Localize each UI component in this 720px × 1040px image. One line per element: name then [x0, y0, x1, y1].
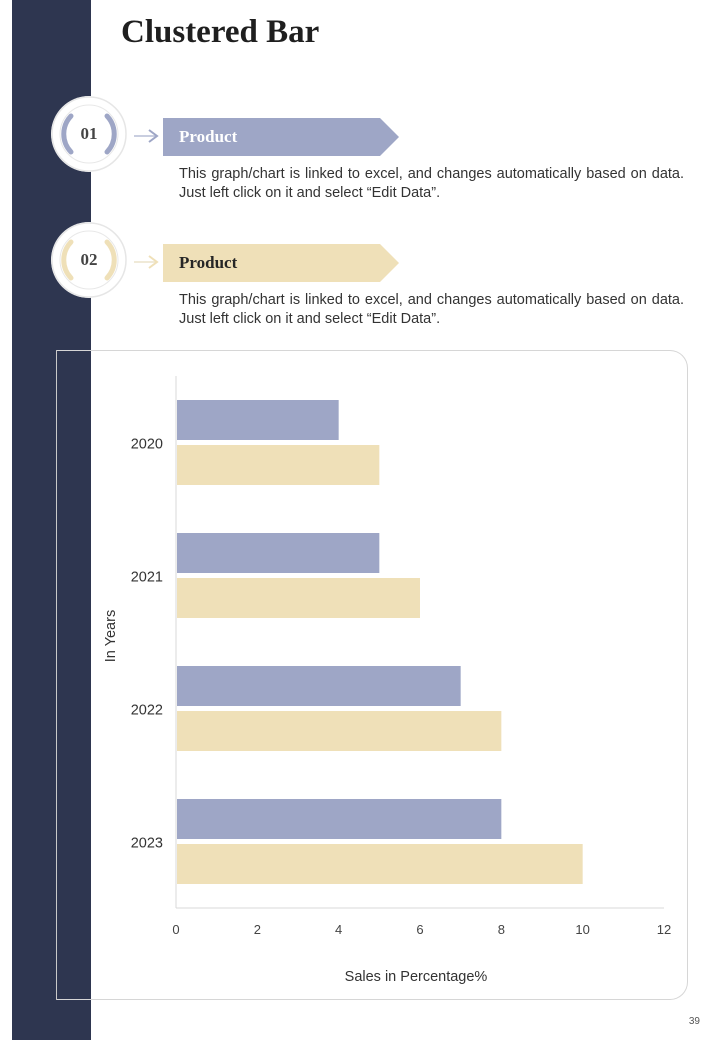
y-tick-label: 2020 — [131, 437, 163, 453]
banner-shape — [163, 118, 399, 156]
page-number: 39 — [688, 1016, 700, 1027]
number-badge-01: 01 — [49, 94, 129, 174]
banner-label: Product — [179, 127, 238, 146]
bar-2022-series-2 — [177, 711, 502, 751]
bar-2020-series-2 — [177, 445, 380, 485]
badge-ring-icon — [51, 222, 127, 298]
x-tick-label: 6 — [416, 922, 423, 937]
sidebar-bar — [12, 0, 91, 1040]
x-axis-title: Sales in Percentage% — [345, 969, 488, 985]
x-tick-label: 10 — [575, 922, 589, 937]
x-tick-label: 2 — [254, 922, 261, 937]
banner-shape — [163, 244, 399, 282]
product-banner-01: Product — [163, 118, 403, 156]
bar-2021-series-1 — [177, 533, 380, 573]
badge-number: 01 — [80, 124, 98, 143]
chart-frame — [56, 350, 688, 1000]
y-tick-label: 2022 — [131, 703, 163, 719]
x-tick-label: 4 — [335, 922, 342, 937]
x-tick-label: 0 — [172, 922, 179, 937]
badge-number: 02 — [80, 250, 98, 269]
x-tick-label: 12 — [657, 922, 671, 937]
item-description: This graph/chart is linked to excel, and… — [179, 166, 684, 201]
bar-2022-series-1 — [177, 666, 461, 706]
page-title: Clustered Bar — [121, 14, 320, 50]
badge-ring-icon — [51, 96, 127, 172]
banner-label: Product — [179, 253, 238, 272]
arrow-connector-icon — [134, 255, 159, 269]
number-badge-02: 02 — [49, 220, 129, 300]
y-axis-title: In Years — [103, 610, 119, 662]
y-tick-label: 2021 — [131, 570, 163, 586]
bar-2023-series-1 — [177, 799, 502, 839]
bar-2021-series-2 — [177, 578, 420, 618]
y-tick-label: 2023 — [131, 836, 163, 852]
bar-2020-series-1 — [177, 400, 339, 440]
bar-2023-series-2 — [177, 844, 583, 884]
item-description: This graph/chart is linked to excel, and… — [179, 292, 684, 327]
arrow-connector-icon — [134, 129, 159, 143]
product-banner-02: Product — [163, 244, 403, 282]
x-tick-label: 8 — [498, 922, 505, 937]
